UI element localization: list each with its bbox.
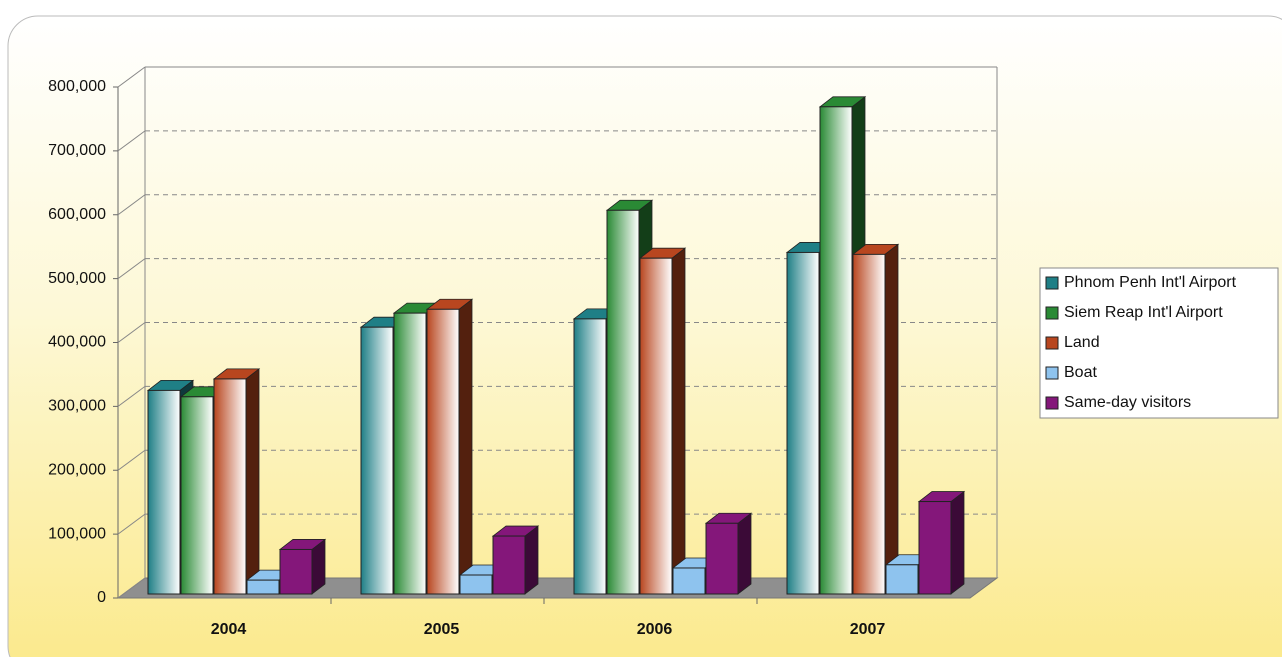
bar-side [671, 247, 686, 595]
legend-swatch [1045, 306, 1059, 320]
wall-tick [117, 258, 146, 280]
bar [786, 251, 820, 595]
wall-tick [117, 194, 146, 216]
bar [180, 396, 214, 595]
legend-label: Same-day visitors [1064, 394, 1191, 411]
x-tick-label: 2005 [424, 621, 460, 638]
legend-swatch [1045, 366, 1059, 380]
bar-side [458, 298, 473, 595]
wall-tick [117, 322, 146, 343]
bar [393, 312, 427, 595]
bar-side [884, 243, 899, 595]
bar [885, 564, 919, 595]
bar [639, 257, 673, 595]
bar [426, 308, 460, 595]
legend-swatch [1045, 276, 1059, 290]
wall-tick [117, 513, 146, 535]
bar-side [245, 368, 260, 595]
bar [246, 579, 280, 595]
bar [918, 501, 952, 595]
bar-side [737, 512, 752, 595]
bar [606, 209, 640, 595]
bar [573, 318, 607, 595]
y-tick-label: 600,000 [48, 206, 106, 223]
bar [492, 535, 526, 595]
y-tick-label: 800,000 [48, 78, 106, 95]
legend-label: Land [1064, 334, 1100, 351]
y-tick-label: 200,000 [48, 461, 106, 478]
bars [146, 95, 966, 595]
bar [360, 326, 394, 595]
y-tick-label: 100,000 [48, 525, 106, 542]
wall-tick [117, 449, 146, 471]
legend-swatch [1045, 336, 1059, 350]
legend-swatch [1045, 396, 1059, 410]
wall-tick [117, 385, 146, 407]
wall-tick [117, 577, 146, 599]
bar [279, 548, 313, 595]
bar-side [950, 490, 965, 595]
bar [213, 378, 247, 595]
y-tick-label: 500,000 [48, 270, 106, 287]
bar [819, 106, 853, 595]
wall-tick [117, 130, 146, 152]
bar-side [524, 525, 539, 595]
legend-label: Boat [1064, 364, 1097, 381]
y-tick-label: 300,000 [48, 398, 106, 415]
x-tick-label: 2006 [637, 621, 673, 638]
y-tick-label: 0 [97, 589, 106, 606]
bar [459, 574, 493, 595]
y-tick-label: 700,000 [48, 142, 106, 159]
wall-tick [117, 66, 146, 88]
legend-label: Phnom Penh Int'l Airport [1064, 274, 1237, 291]
axes: 0 100,000 200,000 300,000 400,000 500,000 600,… [48, 66, 999, 638]
bar [672, 567, 706, 595]
x-tick-label: 2007 [850, 621, 886, 638]
bar [705, 522, 739, 595]
legend-label: Siem Reap Int'l Airport [1064, 304, 1223, 321]
y-tick-label: 400,000 [48, 334, 106, 351]
legend [1039, 267, 1279, 419]
bar [852, 253, 886, 595]
x-tick-label: 2004 [211, 621, 247, 638]
bar [147, 389, 181, 595]
